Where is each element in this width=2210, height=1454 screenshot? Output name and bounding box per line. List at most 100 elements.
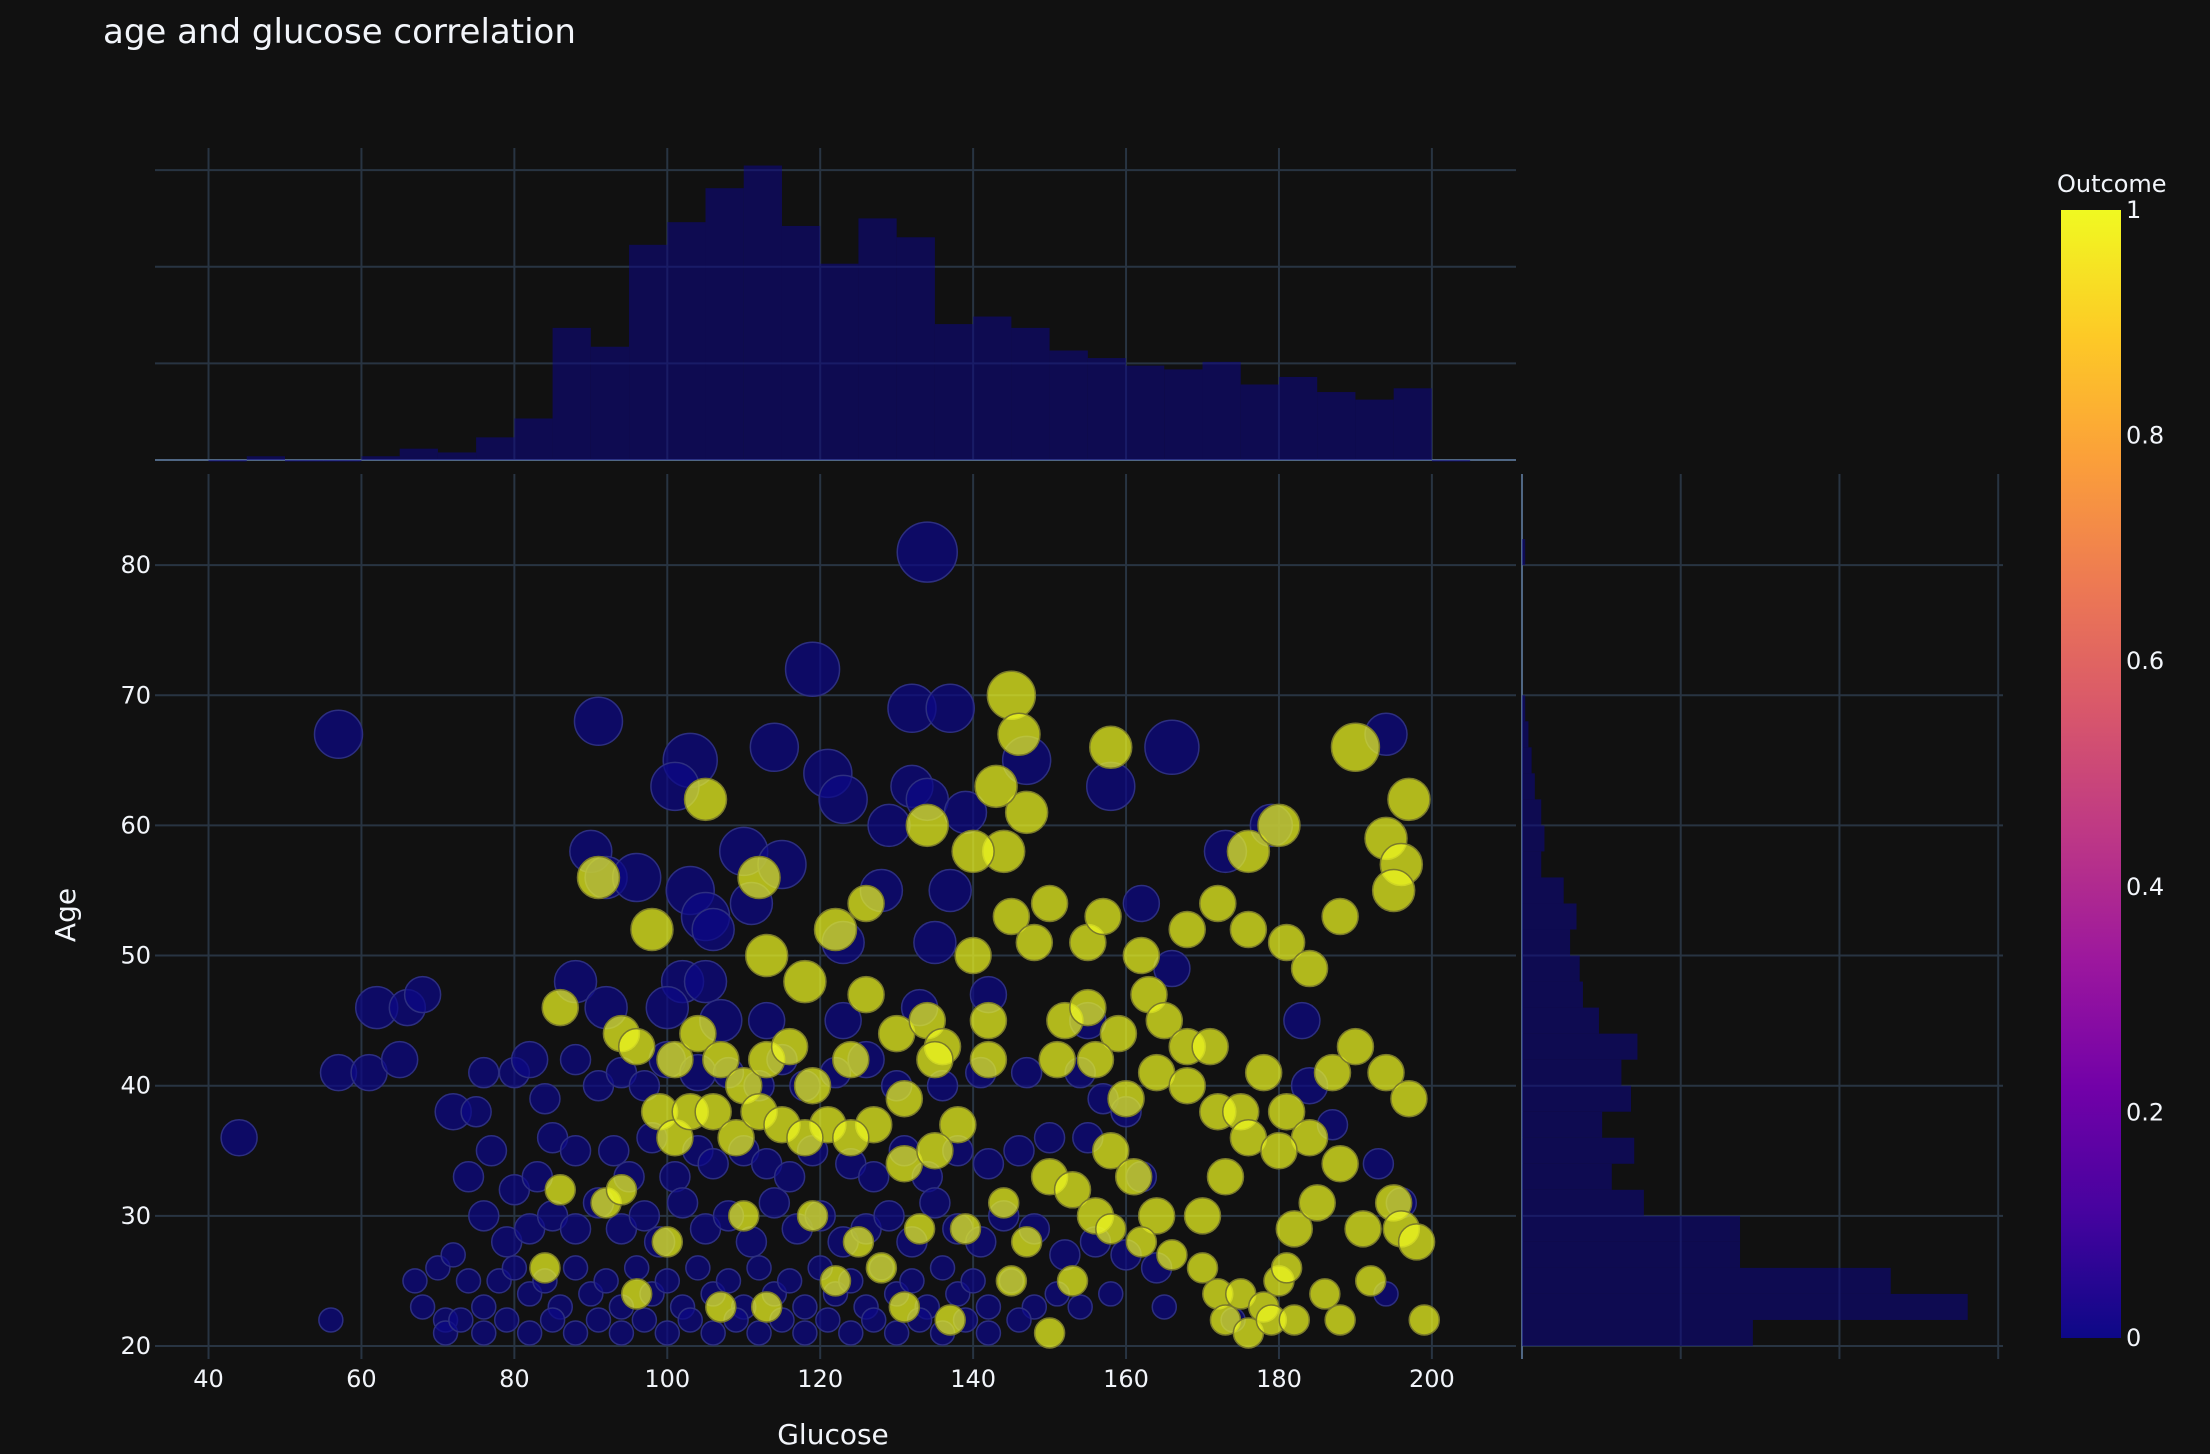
scatter-point bbox=[1145, 1001, 1184, 1040]
scatter-point bbox=[448, 1307, 474, 1333]
scatter-point bbox=[737, 855, 781, 900]
scatter-point bbox=[685, 1255, 711, 1281]
x-tick-label: 100 bbox=[644, 1365, 690, 1393]
scatter-point bbox=[593, 1268, 619, 1294]
scatter-point bbox=[1387, 777, 1431, 822]
scatter-point bbox=[1390, 1079, 1428, 1118]
scatter-point bbox=[1298, 1184, 1336, 1222]
scatter-point bbox=[1336, 1027, 1375, 1066]
scatter-point bbox=[1186, 1252, 1219, 1284]
scatter-point bbox=[857, 1161, 890, 1193]
x-tick-label: 140 bbox=[950, 1365, 996, 1393]
top-histogram-bar bbox=[246, 456, 285, 460]
top-histogram-bar bbox=[1317, 392, 1356, 460]
scatter-point bbox=[928, 868, 972, 913]
scatter-point bbox=[818, 774, 868, 825]
scatter-point bbox=[1067, 1294, 1093, 1320]
scatter-point bbox=[617, 1027, 656, 1066]
scatter-point bbox=[1004, 790, 1049, 835]
scatter-point bbox=[656, 1040, 694, 1079]
scatter-point bbox=[916, 1132, 954, 1170]
scatter-point bbox=[620, 1278, 653, 1310]
scatter-point bbox=[1321, 1145, 1359, 1183]
scatter-point bbox=[1006, 1307, 1032, 1333]
right-histogram-bar bbox=[1522, 1215, 1741, 1242]
x-axis-label: Glucose bbox=[777, 1418, 889, 1451]
scatter-point bbox=[1371, 868, 1416, 913]
scatter-point bbox=[975, 1320, 1002, 1346]
scatter-point bbox=[529, 1252, 561, 1284]
scatter-point bbox=[1151, 1294, 1178, 1320]
scatter-point bbox=[1313, 1053, 1352, 1092]
scatter-point bbox=[1056, 1265, 1089, 1297]
right-histogram-bar bbox=[1522, 539, 1526, 566]
scatter-point bbox=[468, 1200, 500, 1232]
scatter-point bbox=[630, 907, 674, 952]
scatter-point bbox=[867, 803, 911, 848]
scatter-point bbox=[468, 1056, 500, 1089]
scatter-point bbox=[939, 1105, 977, 1144]
right-histogram-bar bbox=[1522, 929, 1571, 956]
top-histogram-bar bbox=[361, 456, 400, 460]
scatter-point bbox=[608, 1320, 635, 1346]
scatter-point bbox=[623, 1255, 650, 1281]
scatter-point bbox=[318, 1307, 344, 1333]
top-histogram-bar bbox=[1087, 358, 1127, 460]
scatter-point bbox=[776, 1268, 803, 1294]
scatter-point bbox=[1010, 1056, 1043, 1089]
scatter-point bbox=[539, 1307, 566, 1333]
scatter-point bbox=[758, 1187, 791, 1219]
right-histogram-bar bbox=[1522, 1033, 1638, 1060]
scatter-point bbox=[865, 1252, 898, 1284]
scatter-point bbox=[403, 975, 442, 1014]
scatter-point bbox=[934, 1304, 966, 1336]
scatter-point bbox=[501, 1255, 528, 1281]
top-histogram-bar bbox=[667, 222, 706, 460]
colorbar-tick-label: 1 bbox=[2126, 196, 2141, 224]
scatter-point bbox=[1015, 923, 1054, 962]
scatter-point bbox=[1229, 910, 1268, 949]
scatter-point bbox=[1260, 1132, 1298, 1170]
scatter-point bbox=[380, 1040, 419, 1079]
top-histogram-bar bbox=[1011, 327, 1050, 460]
scatter-point bbox=[786, 1119, 824, 1157]
scatter-point bbox=[744, 933, 789, 978]
top-histogram-bar bbox=[552, 327, 591, 460]
top-histogram-bar bbox=[323, 460, 362, 462]
scatter-point bbox=[1098, 1281, 1124, 1307]
scatter-point bbox=[1278, 1304, 1311, 1336]
colorbar-title: Outcome bbox=[2057, 170, 2167, 198]
scatter-point bbox=[562, 1320, 589, 1346]
scatter-point bbox=[1099, 1014, 1138, 1053]
colorbar-tick-label: 0.8 bbox=[2126, 422, 2164, 450]
scatter-point bbox=[576, 855, 621, 900]
x-tick-label: 120 bbox=[797, 1365, 843, 1393]
scatter-point bbox=[783, 959, 827, 1004]
scatter-point bbox=[645, 985, 690, 1030]
scatter-point bbox=[770, 1027, 809, 1066]
scatter-point bbox=[666, 1187, 699, 1219]
top-histogram-bar bbox=[629, 244, 668, 460]
x-tick-label: 60 bbox=[346, 1365, 377, 1393]
scatter-point bbox=[860, 1307, 887, 1333]
scatter-point bbox=[842, 1226, 875, 1258]
scatter-point bbox=[784, 641, 841, 697]
scatter-point bbox=[1086, 761, 1136, 812]
right-histogram-bar bbox=[1522, 1059, 1622, 1086]
scatter-point bbox=[974, 764, 1018, 809]
right-histogram-bar bbox=[1522, 747, 1532, 774]
scatter-point bbox=[1354, 1265, 1387, 1297]
scatter-point bbox=[1257, 803, 1301, 848]
scatter-point bbox=[986, 670, 1037, 720]
scatter-point bbox=[559, 1043, 592, 1076]
scatter-point bbox=[987, 1187, 1020, 1219]
x-tick-label: 200 bbox=[1409, 1365, 1455, 1393]
scatter-point bbox=[694, 1092, 732, 1131]
right-histogram-bar bbox=[1522, 1293, 1968, 1320]
scatter-point bbox=[1321, 897, 1359, 936]
scatter-point bbox=[883, 1320, 910, 1346]
right-histogram-bar bbox=[1522, 1137, 1635, 1164]
scatter-point bbox=[773, 1161, 806, 1193]
y-tick-label: 70 bbox=[120, 681, 151, 709]
scatter-point bbox=[796, 1200, 829, 1232]
